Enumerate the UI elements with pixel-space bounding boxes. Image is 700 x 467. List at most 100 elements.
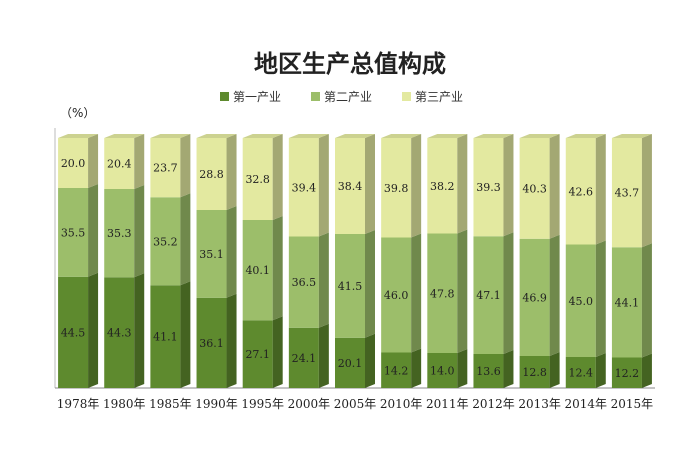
bar-top-face — [150, 134, 191, 138]
data-label: 39.4 — [292, 181, 317, 194]
bar-segment-side — [411, 134, 422, 238]
data-label: 35.2 — [153, 235, 178, 248]
bar-segment-side — [318, 232, 329, 328]
bar-segment-side — [411, 233, 422, 353]
x-tick-label: 2011年 — [426, 397, 469, 411]
legend-swatch-primary — [220, 92, 229, 101]
x-tick-label: 1978年 — [57, 397, 100, 411]
bar-segment-side — [226, 134, 237, 210]
x-tick-label: 1990年 — [195, 397, 238, 411]
data-label: 41.5 — [338, 280, 363, 293]
data-label: 39.8 — [384, 182, 409, 195]
bar-segment — [104, 189, 135, 278]
bar-segment-side — [549, 234, 560, 356]
data-label: 20.1 — [338, 357, 363, 370]
data-label: 46.0 — [384, 289, 409, 302]
x-tick-label: 2000年 — [288, 397, 331, 411]
bar-segment-side — [88, 134, 99, 188]
bar-top-face — [565, 134, 606, 138]
legend-item-tertiary: 第三产业 — [402, 88, 463, 105]
bar-segment-side — [88, 184, 99, 277]
bar-segment — [288, 138, 319, 237]
bar-segment-side — [549, 134, 560, 239]
x-tick-label: 2005年 — [334, 397, 377, 411]
data-label: 44.1 — [615, 296, 640, 309]
bar-segment-side — [503, 134, 514, 237]
data-label: 27.1 — [245, 348, 270, 361]
bar-segment-side — [595, 240, 606, 357]
data-label: 35.1 — [199, 248, 224, 261]
data-label: 40.3 — [522, 182, 547, 195]
bar-top-face — [381, 134, 422, 138]
bar-segment — [335, 337, 365, 388]
bar-segment-side — [134, 185, 145, 278]
bar-segment — [288, 236, 319, 328]
bar-segment-side — [318, 134, 329, 237]
bar-segment — [611, 247, 642, 358]
data-label: 46.9 — [522, 291, 547, 304]
bar-segment-side — [365, 134, 375, 234]
bar-segment-side — [365, 333, 375, 388]
data-label: 43.7 — [615, 187, 640, 200]
data-label: 47.1 — [476, 289, 501, 302]
legend-swatch-secondary — [311, 92, 321, 101]
bar-segment — [58, 188, 89, 277]
data-label: 44.3 — [107, 327, 132, 340]
bar-segment — [58, 138, 89, 188]
bar-segment — [104, 277, 135, 388]
data-label: 40.1 — [245, 264, 270, 277]
bar-segment — [196, 210, 227, 298]
x-tick-label: 2012年 — [472, 397, 515, 411]
bar-segment — [242, 320, 273, 388]
chart-title: 地区生产总值构成 — [254, 50, 446, 78]
bar-segment — [150, 138, 181, 198]
bar-segment-side — [457, 134, 468, 234]
legend-item-primary: 第一产业 — [220, 88, 281, 105]
bar-segment — [473, 354, 504, 388]
bar-segment — [565, 244, 596, 357]
bar-segment-side — [641, 243, 652, 358]
bar-segment-side — [134, 134, 145, 189]
data-label: 44.5 — [61, 326, 86, 339]
x-tick-label: 2014年 — [564, 397, 607, 411]
legend-item-secondary: 第二产业 — [311, 88, 372, 105]
data-label: 47.8 — [430, 287, 455, 300]
x-tick-label: 1985年 — [149, 397, 192, 411]
bar-segment — [150, 285, 181, 388]
bar-segment — [150, 197, 181, 286]
bar-top-face — [196, 134, 237, 138]
data-label: 36.5 — [292, 276, 317, 289]
data-label: 38.4 — [338, 180, 363, 193]
data-label: 12.2 — [615, 367, 640, 380]
bar-segment — [611, 138, 642, 248]
bar-segment-side — [457, 349, 468, 388]
bar-top-face — [104, 134, 145, 138]
data-label: 32.8 — [245, 173, 270, 186]
data-label: 20.4 — [107, 158, 132, 171]
bar-top-face — [335, 134, 375, 138]
bar-segment-side — [272, 316, 283, 388]
x-tick-label: 2013年 — [518, 397, 561, 411]
bar-segment — [519, 138, 550, 239]
bar-segment-side — [641, 134, 652, 248]
bar-segment — [427, 353, 458, 388]
bar-segment-side — [180, 193, 191, 286]
legend-swatch-tertiary — [402, 92, 412, 101]
bar-segment — [427, 233, 458, 353]
bar-segment — [565, 138, 596, 245]
bar-segment — [288, 327, 319, 388]
data-label: 24.1 — [292, 352, 317, 365]
data-label: 39.3 — [476, 181, 501, 194]
bar-segment-side — [318, 323, 329, 388]
data-label: 13.6 — [476, 365, 501, 378]
bar-segment-side — [411, 348, 422, 388]
y-axis-unit-label: （%） — [60, 106, 96, 120]
bar-top-face — [58, 134, 99, 138]
bar-segment — [519, 238, 550, 356]
bar-segment-side — [226, 293, 237, 388]
data-label: 35.5 — [61, 226, 86, 239]
bar-segment — [473, 236, 504, 354]
bar-segment — [519, 356, 550, 388]
bar-segment-side — [595, 353, 606, 388]
